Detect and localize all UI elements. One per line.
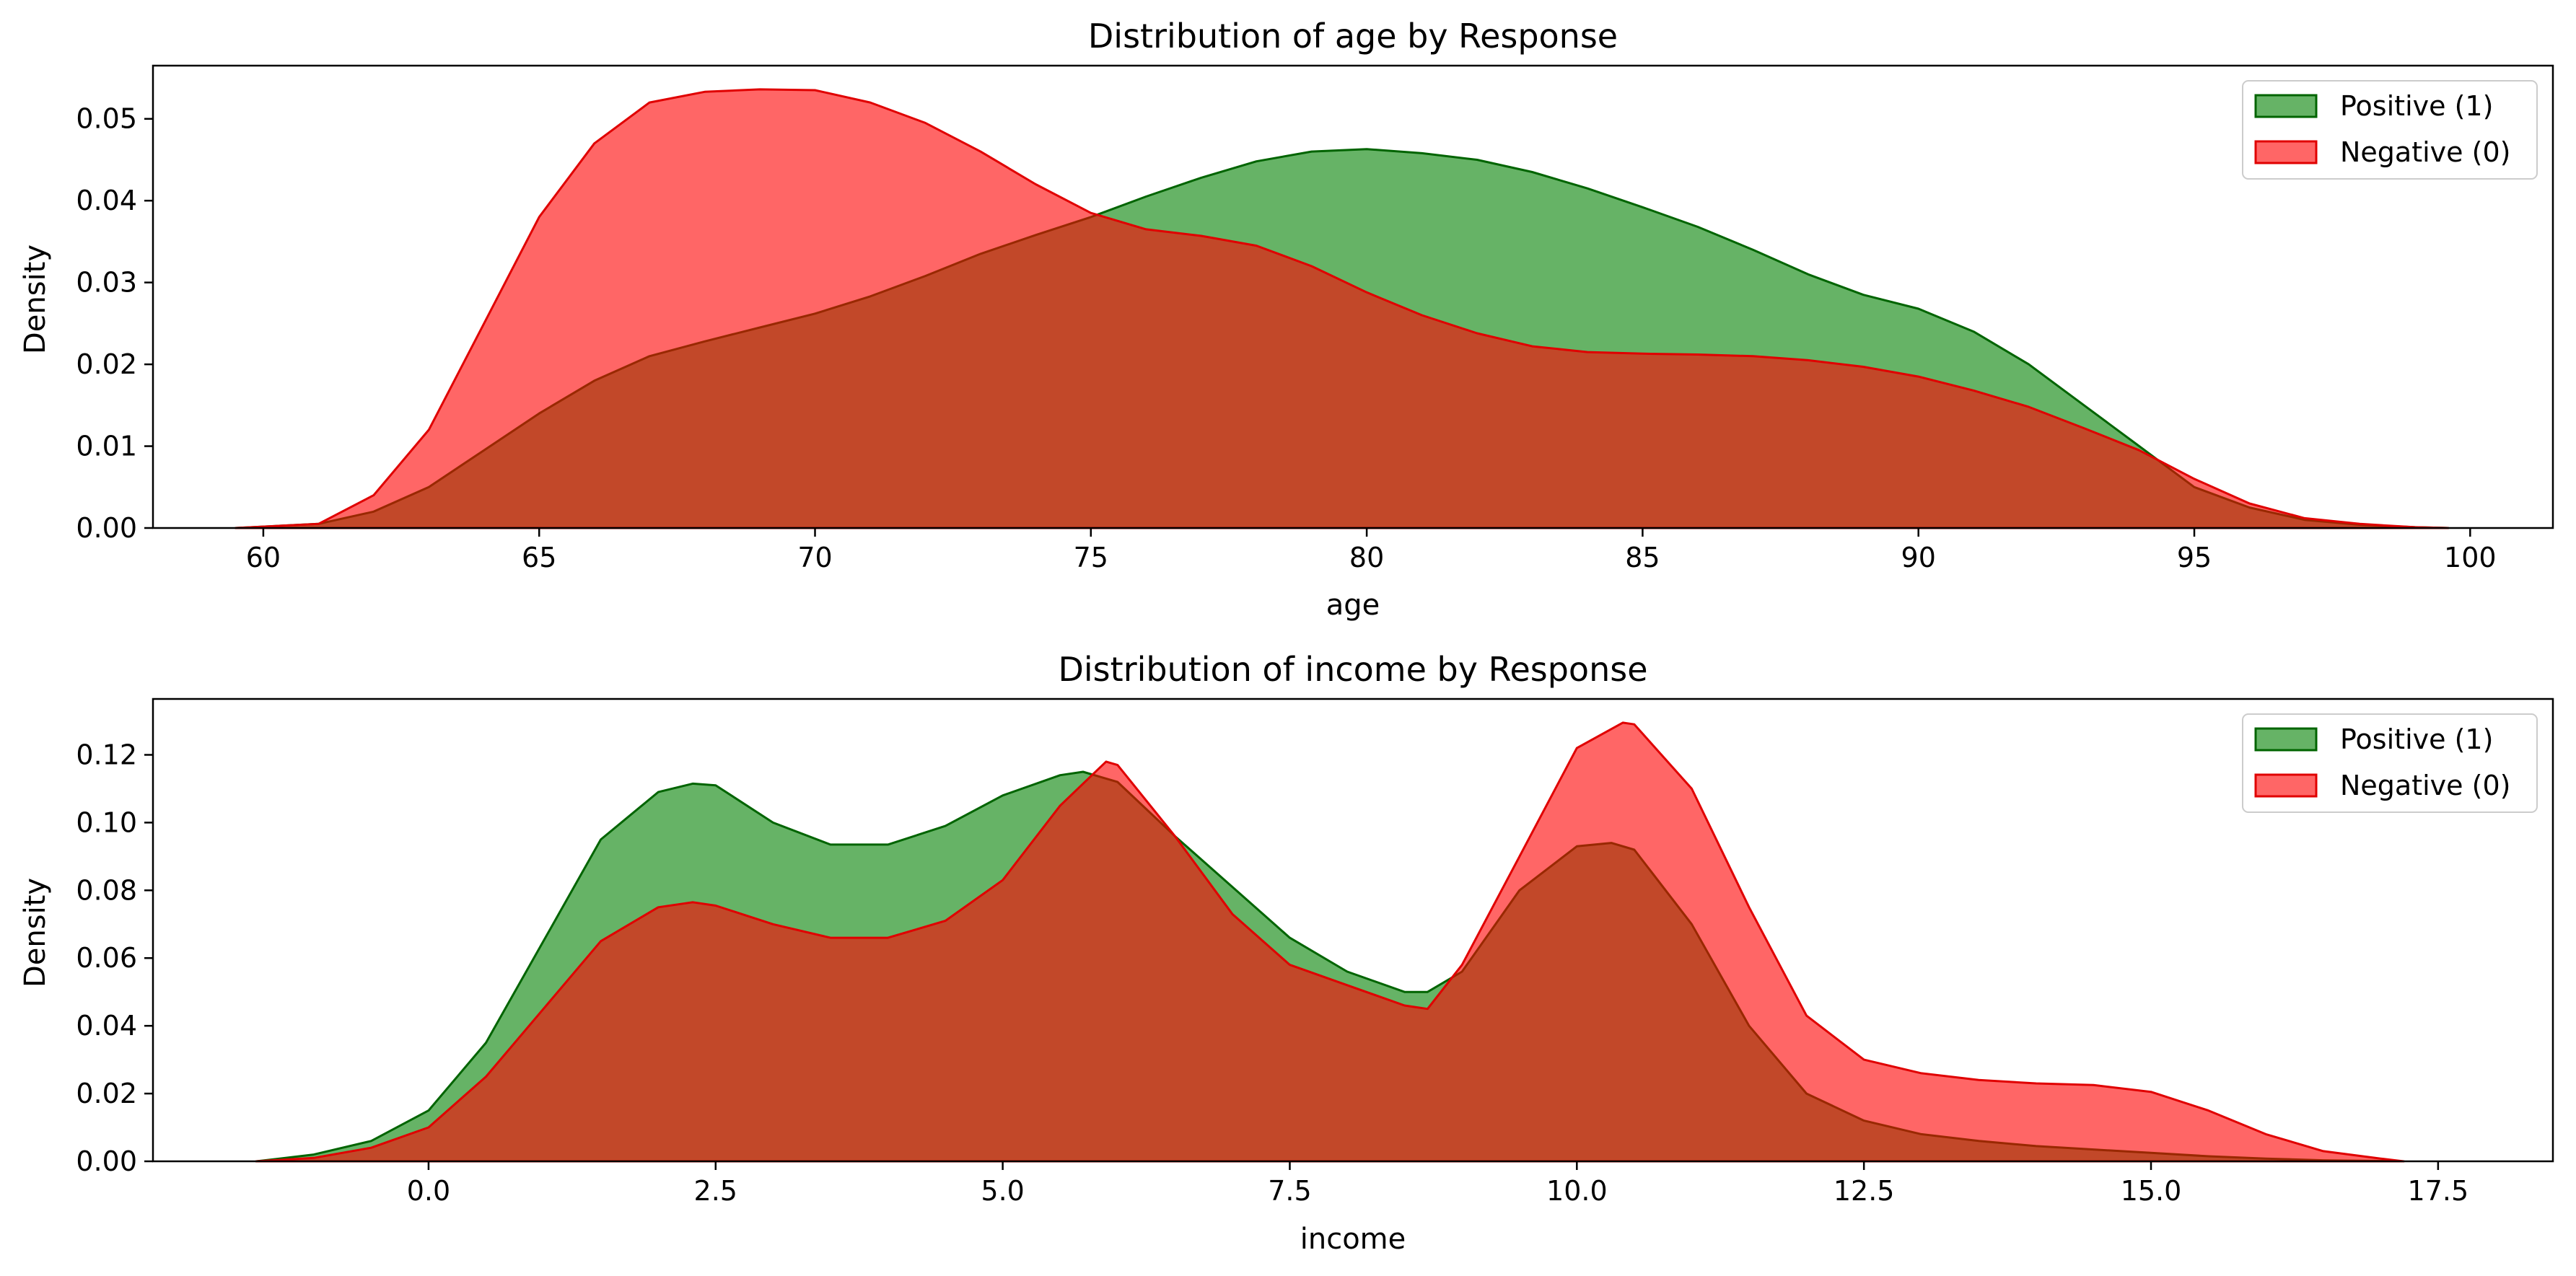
age-y-tick-label: 0.04: [76, 185, 137, 216]
income-axes-frame: [152, 698, 2554, 1163]
age-plot-area: 60 65 70 75 80 85 90 95 100 0.00 0.01 0.02 0.03 0.04 0…: [76, 64, 2554, 573]
income-plot-area: 0.0 2.5 5.0 7.5 10.0 12.5 15.0 17.5 0.00 0.02 0.04…: [76, 698, 2554, 1207]
age-y-tick-label: 0.05: [76, 103, 137, 135]
age-y-tick-label: 0.01: [76, 431, 137, 462]
income-x-tick-label: 5.0: [981, 1175, 1024, 1207]
legend-label-positive: Positive (1): [2340, 723, 2493, 755]
income-y-tick-label: 0.06: [76, 942, 137, 974]
income-x-tick-label: 17.5: [2408, 1175, 2469, 1207]
y-axis-label-income: Density: [19, 878, 52, 987]
age-y-tick-label: 0.03: [76, 267, 137, 299]
x-axis-label-income: income: [1300, 1223, 1406, 1256]
income-density-panel: Distribution of income by Response incom…: [19, 650, 2554, 1256]
age-x-tick-label: 65: [522, 542, 556, 573]
income-x-tick-label: 2.5: [694, 1175, 737, 1207]
y-axis-label-age: Density: [19, 245, 52, 354]
age-x-tick-label: 90: [1901, 542, 1936, 573]
age-density-negative: [235, 88, 2450, 529]
income-y-tick-label: 0.02: [76, 1078, 137, 1109]
legend-label-negative: Negative (0): [2340, 136, 2510, 168]
x-axis-label-age: age: [1326, 589, 1380, 622]
age-x-tick-label: 95: [2177, 542, 2212, 573]
legend-swatch-positive: [2254, 727, 2318, 752]
income-density-negative: [255, 721, 2405, 1163]
legend-income: Positive (1) Negative (0): [2242, 713, 2538, 813]
income-x-tick-label: 0.0: [407, 1175, 450, 1207]
legend-swatch-negative: [2254, 140, 2318, 164]
age-x-tick-label: 100: [2444, 542, 2497, 573]
age-x-tick-label: 60: [246, 542, 281, 573]
income-y-tick-label: 0.12: [76, 739, 137, 770]
income-x-tick-label: 12.5: [1834, 1175, 1895, 1207]
legend-age: Positive (1) Negative (0): [2242, 80, 2538, 180]
income-y-tick-label: 0.04: [76, 1010, 137, 1042]
age-density-panel: Distribution of age by Response age Dens…: [19, 17, 2554, 622]
income-y-tick-label: 0.10: [76, 806, 137, 838]
age-x-tick-label: 85: [1625, 542, 1660, 573]
age-x-tick-label: 70: [797, 542, 832, 573]
legend-label-positive: Positive (1): [2340, 90, 2493, 122]
age-axes-frame: [152, 64, 2554, 529]
income-y-tick-label: 0.00: [76, 1145, 137, 1177]
chart-title-age: Distribution of age by Response: [1088, 17, 1618, 56]
age-x-tick-label: 80: [1349, 542, 1384, 573]
legend-swatch-negative: [2254, 773, 2318, 798]
age-y-tick-label: 0.02: [76, 348, 137, 380]
legend-swatch-positive: [2254, 94, 2318, 118]
income-y-tick-label: 0.08: [76, 874, 137, 906]
income-x-tick-label: 15.0: [2121, 1175, 2182, 1207]
income-x-tick-label: 10.0: [1546, 1175, 1608, 1207]
chart-title-income: Distribution of income by Response: [1058, 650, 1647, 689]
age-y-tick-label: 0.00: [76, 512, 137, 544]
age-x-tick-label: 75: [1074, 542, 1108, 573]
income-x-tick-label: 7.5: [1268, 1175, 1311, 1207]
legend-label-negative: Negative (0): [2340, 770, 2510, 801]
